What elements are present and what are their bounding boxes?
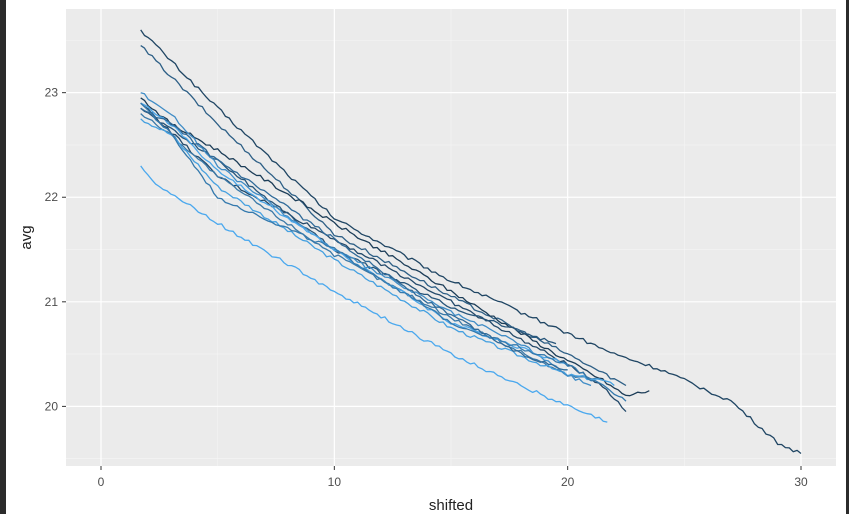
y-tick-label: 21 bbox=[45, 295, 59, 309]
window-edge-right bbox=[846, 0, 849, 514]
x-tick-label: 10 bbox=[328, 475, 342, 489]
series-lines bbox=[140, 29, 802, 455]
y-tick-label: 20 bbox=[45, 399, 59, 413]
window-edge-left bbox=[0, 0, 6, 514]
series-line-12 bbox=[140, 165, 608, 423]
series-line-3 bbox=[140, 97, 650, 397]
y-axis-ticks: 20 21 22 23 bbox=[45, 86, 66, 413]
x-tick-label: 20 bbox=[561, 475, 575, 489]
y-axis-title: avg bbox=[18, 225, 35, 249]
x-axis-ticks: 0 10 20 30 bbox=[98, 466, 808, 489]
x-axis-title: shifted bbox=[429, 497, 473, 514]
series-line-2 bbox=[140, 45, 627, 387]
x-tick-label: 30 bbox=[794, 475, 808, 489]
x-tick-label: 0 bbox=[98, 475, 105, 489]
minor-gridlines bbox=[66, 9, 836, 466]
series-line-10 bbox=[140, 102, 627, 402]
series-line-1 bbox=[140, 29, 802, 455]
series-line-11 bbox=[140, 107, 568, 371]
series-line-7 bbox=[140, 118, 615, 386]
y-tick-label: 22 bbox=[45, 190, 59, 204]
y-tick-label: 23 bbox=[45, 86, 59, 100]
